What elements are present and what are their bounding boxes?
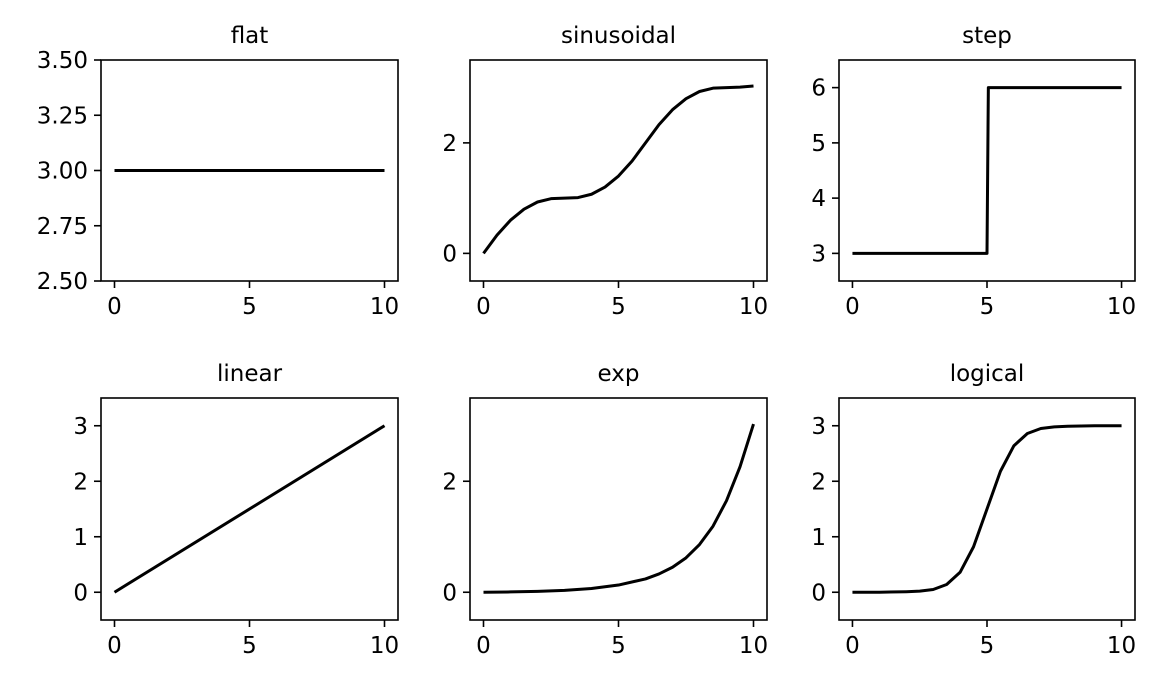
- x-tick-label: 0: [845, 633, 860, 659]
- x-tick-label: 0: [476, 294, 491, 320]
- y-tick-label: 2.75: [37, 214, 88, 240]
- chart-panel-3: step 0 5 10 3 4 5 6: [811, 23, 1136, 320]
- x-tick-label: 5: [242, 633, 257, 659]
- y-tick-label: 3.25: [37, 103, 88, 129]
- series-line-linear: [113, 424, 386, 594]
- chart-panel-4: linear 0 5 10 0 1 2 3: [73, 361, 399, 659]
- panel-title: flat: [231, 23, 269, 49]
- y-tick-label: 0: [73, 580, 88, 606]
- panel-title: logical: [950, 361, 1025, 387]
- x-tick-label: 10: [1107, 633, 1136, 659]
- x-tick-label: 5: [611, 633, 626, 659]
- y-tick-label: 4: [811, 186, 826, 212]
- x-tick-label: 10: [739, 633, 768, 659]
- y-tick-label: 3: [811, 414, 826, 440]
- x-tick-label: 10: [370, 633, 399, 659]
- x-tick-label: 0: [845, 294, 860, 320]
- y-tick-label: 1: [811, 525, 826, 551]
- chart-panel-6: logical 0 5 10 0 1 2 3: [811, 361, 1136, 659]
- series-line-exp: [483, 423, 755, 594]
- y-tick-label: 2: [811, 469, 826, 495]
- panel-title: step: [962, 23, 1012, 49]
- chart-panel-5: exp 0 5 10 0 2: [442, 361, 768, 659]
- series-line-logical: [852, 424, 1122, 594]
- y-tick-label: 0: [442, 580, 457, 606]
- y-tick-label: 2: [442, 131, 457, 157]
- y-tick-label: 0: [442, 241, 457, 267]
- y-tick-label: 1: [73, 525, 88, 551]
- panel-title: sinusoidal: [561, 23, 676, 49]
- y-tick-label: 2: [73, 469, 88, 495]
- x-tick-label: 0: [107, 633, 122, 659]
- x-tick-label: 5: [980, 633, 995, 659]
- panel-title: linear: [217, 361, 283, 387]
- series-line-sinusoidal: [482, 84, 754, 255]
- x-tick-label: 5: [611, 294, 626, 320]
- y-tick-label: 3.00: [37, 159, 88, 185]
- y-tick-label: 0: [811, 580, 826, 606]
- x-tick-label: 10: [739, 294, 768, 320]
- y-tick-label: 6: [811, 76, 826, 102]
- plot-frame: [469, 59, 768, 282]
- panel-title: exp: [598, 361, 640, 387]
- y-tick-label: 3.50: [37, 48, 88, 74]
- series-line-step: [852, 86, 1122, 255]
- x-tick-label: 5: [242, 294, 257, 320]
- y-tick-label: 5: [811, 131, 826, 157]
- x-tick-label: 10: [1107, 294, 1136, 320]
- y-tick-label: 3: [811, 241, 826, 267]
- x-tick-label: 0: [476, 633, 491, 659]
- chart-panel-1: flat 0 5 10 2.50 2.75 3.00 3.25 3.50: [37, 23, 399, 320]
- y-tick-label: 3: [73, 414, 88, 440]
- y-tick-label: 2.50: [37, 269, 88, 295]
- x-tick-label: 0: [107, 294, 122, 320]
- y-tick-label: 2: [442, 469, 457, 495]
- x-tick-label: 10: [370, 294, 399, 320]
- x-tick-label: 5: [980, 294, 995, 320]
- chart-panel-2: sinusoidal 0 5 10 0 2: [442, 23, 768, 320]
